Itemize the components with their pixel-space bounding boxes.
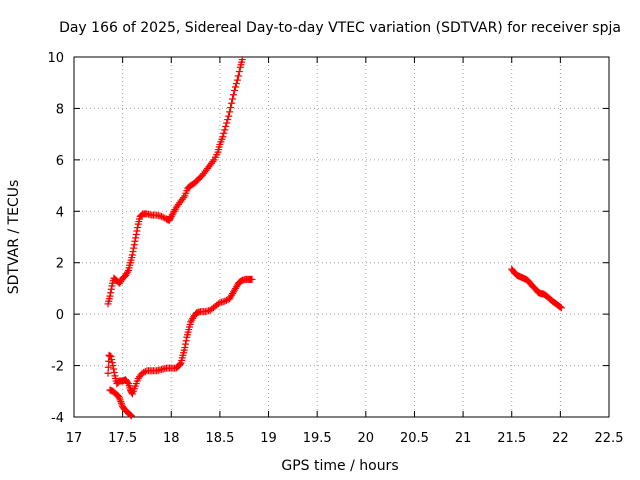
data-point-upper-track: [128, 251, 136, 259]
data-point-upper-track: [219, 133, 227, 141]
data-point-upper-track: [224, 116, 232, 124]
data-point-lower-track: [248, 275, 256, 283]
x-tick-label: 22: [552, 431, 569, 446]
data-point-bottom-fragment: [116, 396, 124, 404]
data-point-lower-track: [141, 368, 149, 376]
data-point-upper-track: [180, 194, 188, 202]
data-point-upper-track: [134, 224, 142, 232]
data-point-lower-track: [124, 378, 131, 386]
y-tick-label: 2: [56, 257, 64, 272]
x-tick-labels: 17 17.5 18 18.5 19 19.5 20 20.5 21 21.5 22 22.5: [66, 431, 624, 446]
data-point-upper-track: [238, 56, 246, 64]
data-point-upper-track: [229, 95, 237, 103]
data-point-lower-track: [110, 365, 118, 373]
data-point-lower-track: [222, 296, 230, 304]
data-point-bottom-fragment: [127, 412, 135, 420]
data-point-lower-track: [182, 340, 190, 348]
y-tick-label: 6: [56, 154, 64, 169]
data-point-upper-track: [230, 91, 238, 99]
data-point-upper-track: [233, 76, 241, 84]
data-point-upper-track: [209, 158, 217, 166]
data-point-lower-track: [107, 353, 115, 361]
data-point-lower-track: [182, 337, 190, 345]
data-point-upper-track: [234, 72, 242, 80]
tick-layer: [73, 56, 610, 418]
data-point-upper-track: [130, 244, 138, 252]
x-tick-label: 19: [260, 431, 277, 446]
data-point-lower-track: [138, 369, 146, 377]
data-point-bottom-fragment: [117, 399, 125, 407]
data-point-bottom-fragment: [115, 394, 123, 402]
data-point-upper-track: [167, 214, 175, 222]
data-point-upper-track: [221, 126, 229, 134]
x-tick-label: 19.5: [303, 431, 332, 446]
data-point-lower-track: [104, 363, 112, 371]
data-point-lower-track: [128, 389, 136, 397]
data-point-lower-track: [176, 361, 184, 369]
y-axis-title: SDTVAR / TECUs: [6, 180, 22, 295]
y-tick-label: -2: [51, 360, 64, 375]
data-point-upper-track: [132, 234, 140, 242]
x-tick-label: 18.5: [205, 431, 234, 446]
data-point-upper-track: [129, 248, 137, 256]
data-point-upper-track: [220, 129, 228, 137]
x-tick-label: 20: [358, 431, 375, 446]
data-point-upper-track: [231, 83, 239, 91]
data-point-upper-track: [158, 212, 166, 220]
data-point-upper-track: [227, 104, 235, 112]
data-point-upper-track: [231, 86, 238, 94]
data-point-bottom-fragment: [118, 401, 126, 409]
data-points-layer: [104, 56, 565, 420]
data-point-upper-track: [132, 230, 140, 238]
data-point-upper-track: [130, 241, 138, 249]
data-point-upper-track: [133, 227, 141, 235]
x-tick-label: 17: [66, 431, 83, 446]
plot-frame: [73, 56, 610, 418]
data-point-upper-track: [228, 99, 236, 107]
data-point-upper-track: [235, 68, 243, 76]
data-point-bottom-fragment: [115, 392, 123, 400]
data-point-upper-track: [159, 213, 167, 221]
x-tick-label: 18: [163, 431, 180, 446]
data-point-upper-track: [124, 268, 131, 276]
data-point-lower-track: [108, 356, 116, 364]
data-point-upper-track: [226, 108, 234, 116]
y-tick-labels: -4 -2 0 2 4 6 8 10: [47, 51, 64, 426]
data-point-late-track: [557, 304, 565, 312]
y-tick-label: 0: [56, 308, 64, 323]
data-point-upper-track: [222, 122, 230, 130]
data-point-upper-track: [107, 289, 115, 297]
grid-layer: [74, 57, 609, 417]
data-point-lower-track: [104, 369, 112, 377]
data-point-upper-track: [232, 80, 240, 88]
data-point-upper-track: [107, 285, 115, 293]
data-point-upper-track: [106, 292, 114, 300]
data-point-upper-track: [131, 237, 139, 245]
data-point-lower-track: [221, 297, 229, 305]
data-point-late-track: [556, 303, 564, 311]
x-tick-label: 21.5: [497, 431, 526, 446]
y-tick-label: -4: [51, 411, 64, 426]
x-tick-label: 20.5: [400, 431, 429, 446]
data-point-upper-track: [225, 112, 233, 120]
data-point-lower-track: [108, 359, 116, 367]
x-tick-label: 17.5: [108, 431, 137, 446]
x-tick-label: 22.5: [595, 431, 624, 446]
data-point-lower-track: [109, 362, 117, 370]
x-tick-label: 21: [455, 431, 472, 446]
y-tick-label: 4: [56, 205, 64, 220]
x-axis-title: GPS time / hours: [281, 458, 398, 474]
data-point-lower-track: [176, 360, 184, 368]
chart-title: Day 166 of 2025, Sidereal Day-to-day VTE…: [59, 20, 621, 36]
data-point-lower-track: [110, 368, 118, 376]
y-tick-label: 8: [56, 102, 64, 117]
data-point-lower-track: [214, 300, 222, 308]
y-tick-label: 10: [47, 51, 64, 66]
data-point-bottom-fragment: [126, 411, 134, 419]
data-point-upper-track: [223, 119, 231, 127]
data-point-lower-track: [181, 344, 189, 352]
data-point-bottom-fragment: [117, 398, 125, 406]
data-point-lower-track: [140, 368, 148, 376]
